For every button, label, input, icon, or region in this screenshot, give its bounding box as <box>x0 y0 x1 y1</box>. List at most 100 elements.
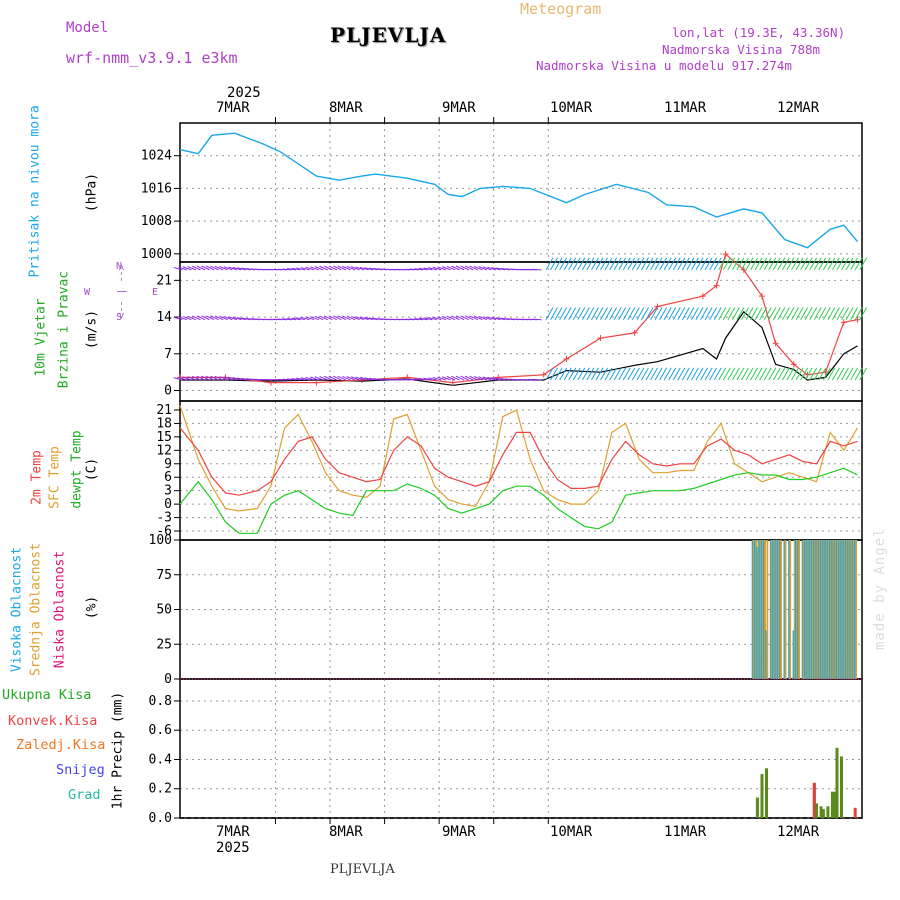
wind-arrow <box>577 307 586 320</box>
ytick-label-2-5: 9 <box>164 457 172 472</box>
wind-arrow <box>618 307 627 320</box>
cloud-bar-visoka <box>833 540 836 679</box>
ytick-label-2-0: -6 <box>156 524 172 539</box>
wind-arrow <box>627 307 636 320</box>
cloud-bar-srednja <box>850 540 853 679</box>
wind-arrow <box>763 257 772 271</box>
wind-arrow <box>178 266 187 271</box>
precip-bar <box>815 803 818 818</box>
cloud-bar-srednja <box>771 540 773 679</box>
wind-arrow <box>827 257 836 271</box>
cloud-bar-visoka <box>792 630 795 679</box>
wind-arrow <box>359 376 369 381</box>
wind-arrow <box>836 257 845 271</box>
wind-arrow <box>627 367 636 381</box>
gust-marker <box>713 282 720 289</box>
wind-arrow <box>192 265 201 271</box>
gust-marker <box>313 379 320 386</box>
precip-bar <box>765 768 768 818</box>
wind-arrow <box>310 316 319 321</box>
wind-arrow <box>346 376 356 381</box>
wind-arrow <box>859 367 868 381</box>
wind-arrow <box>622 367 631 381</box>
wind-arrow <box>600 257 608 271</box>
cloud-bar-srednja <box>809 540 812 679</box>
ytick-label-2-1: -3 <box>156 511 172 526</box>
ytick-label-2-2: 0 <box>164 497 172 512</box>
gust-marker <box>772 340 779 347</box>
cloud-bar-srednja <box>837 540 839 679</box>
wind-arrow <box>800 307 809 320</box>
wind-arrow <box>813 257 822 271</box>
wind-arrow <box>827 367 836 381</box>
wind-arrow <box>196 375 206 381</box>
cloud-bar-srednja <box>830 540 832 679</box>
wind-arrow <box>741 367 749 381</box>
wind-arrow <box>455 265 465 271</box>
gust-marker <box>790 361 797 368</box>
cloud-bar-srednja <box>846 540 848 679</box>
legend-hail: Grad <box>68 787 101 803</box>
wind-arrow <box>709 307 718 320</box>
cloud-bar-srednja <box>775 540 778 679</box>
wind-arrow <box>432 376 442 381</box>
ytick-label-2-4: 6 <box>164 470 172 485</box>
wind-arrow <box>727 367 736 381</box>
cloud-bar-srednja <box>852 540 855 679</box>
wind-arrow <box>282 378 292 381</box>
wind-arrow <box>600 367 608 381</box>
wind-arrow <box>845 367 854 381</box>
panel-frame-4 <box>179 678 863 819</box>
wind-arrow <box>219 265 228 271</box>
wind-arrow <box>772 307 781 320</box>
wind-arrow <box>192 375 201 381</box>
ytick-label-2-3: 3 <box>164 484 172 499</box>
date-bottom-0: 7MAR <box>216 824 250 840</box>
wind-arrow <box>654 307 663 320</box>
wind-arrow <box>282 318 292 321</box>
wind-arrow <box>586 307 595 320</box>
wind-arrow <box>631 257 640 271</box>
wind-arrow <box>609 307 618 320</box>
wind-arrow <box>355 266 365 271</box>
wind-arrow <box>641 257 649 271</box>
wind-arrow <box>631 367 640 381</box>
year-bottom: 2025 <box>216 840 250 856</box>
wind-arrow <box>469 315 479 321</box>
wind-arrow <box>532 268 542 271</box>
wind-arrow <box>559 307 568 320</box>
wind-arrow <box>182 316 192 321</box>
cloud-bar-visoka <box>783 540 786 679</box>
wind-arrow <box>460 265 469 271</box>
precip-bar <box>821 809 825 818</box>
wind-arrow <box>854 257 863 271</box>
wind-arrow <box>618 257 627 271</box>
wind-arrow <box>795 307 804 320</box>
sfc-temp-line <box>179 405 859 512</box>
ytick-label-0-2: 1016 <box>141 181 172 196</box>
cloud-bar-visoka <box>831 540 833 679</box>
cloud-bar-srednja <box>755 540 757 679</box>
wind-arrow <box>554 367 563 381</box>
wind-arrow <box>210 315 219 321</box>
wind-arrow <box>451 315 460 321</box>
wind-arrow <box>686 307 695 320</box>
wind-arrow <box>781 307 790 320</box>
legend-snow: Snijeg <box>56 762 105 778</box>
wind-arrow <box>223 266 233 271</box>
wind-arrow <box>854 307 863 320</box>
wind-arrow <box>818 367 827 381</box>
wind-arrow <box>727 307 736 320</box>
wind-arrow <box>342 375 351 381</box>
wind-arrow <box>777 307 786 320</box>
temp-2m-line <box>179 427 858 496</box>
cloud-bar-srednja <box>773 540 776 679</box>
wind-arrow <box>296 317 306 321</box>
wind-arrow <box>600 307 608 320</box>
wind-arrow <box>745 307 754 320</box>
wind-arrow <box>187 376 197 381</box>
wind-arrow <box>859 257 868 271</box>
wind-arrow <box>704 257 713 271</box>
cloud-bar-visoka <box>842 540 845 679</box>
wind-arrow <box>554 307 563 320</box>
